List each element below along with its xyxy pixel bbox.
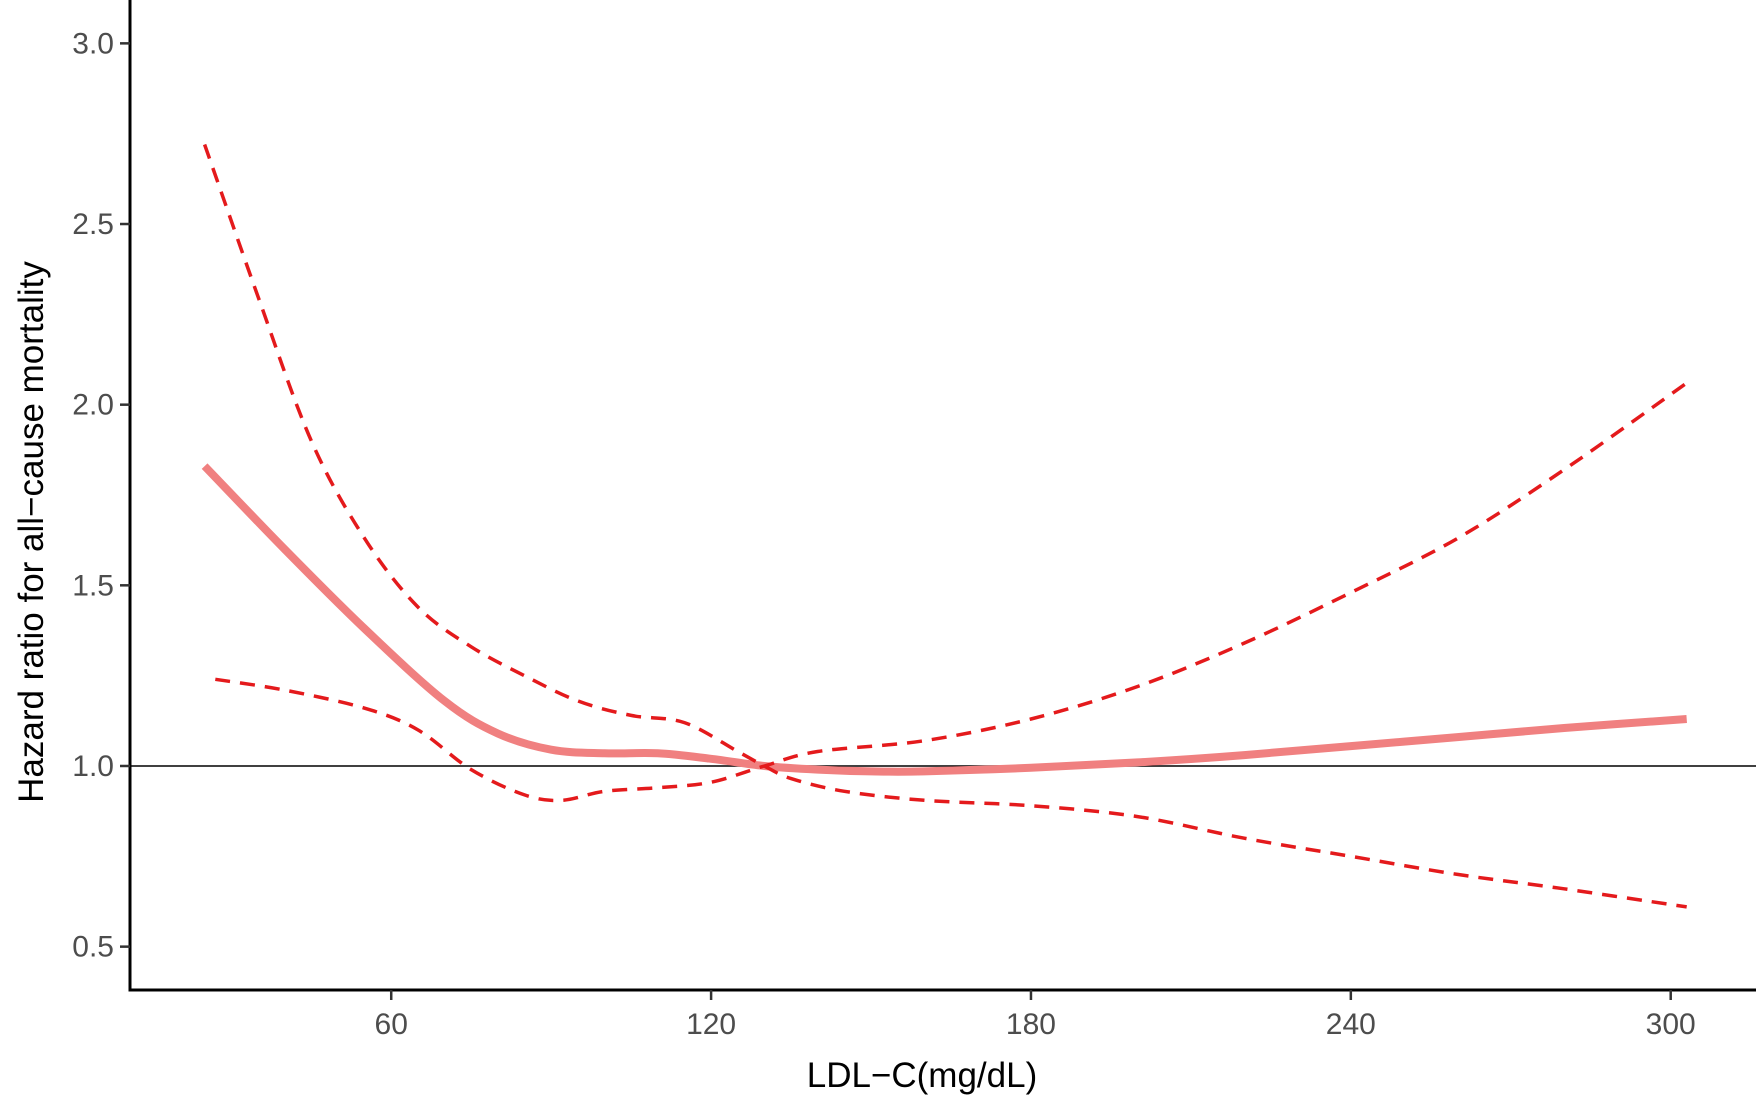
y-axis-title: Hazard ratio for all−cause mortality: [12, 261, 51, 803]
axes: [128, 0, 1756, 992]
series-line-upper-ci: [202, 143, 1687, 909]
tick-marks: 0.5 1.0 1.5 2.0 2.5 3.0 60 120 180 240 300: [72, 27, 1695, 1041]
series-line-lower-ci: [215, 381, 1688, 803]
x-tick-label: 180: [1006, 1008, 1056, 1041]
plot-area: [130, 143, 1756, 909]
y-tick-label: 0.5: [72, 931, 114, 964]
x-tick-label: 300: [1646, 1008, 1696, 1041]
x-tick-label: 120: [686, 1008, 736, 1041]
x-tick-label: 240: [1326, 1008, 1376, 1041]
x-axis-title: LDL−C(mg/dL): [807, 1056, 1038, 1095]
y-tick-label: 1.0: [72, 750, 114, 783]
series-line-estimate: [201, 463, 1687, 776]
y-tick-label: 1.5: [72, 569, 114, 602]
y-tick-label: 3.0: [72, 27, 114, 60]
y-tick-label: 2.5: [72, 208, 114, 241]
x-tick-label: 60: [375, 1008, 408, 1041]
y-tick-label: 2.0: [72, 389, 114, 422]
